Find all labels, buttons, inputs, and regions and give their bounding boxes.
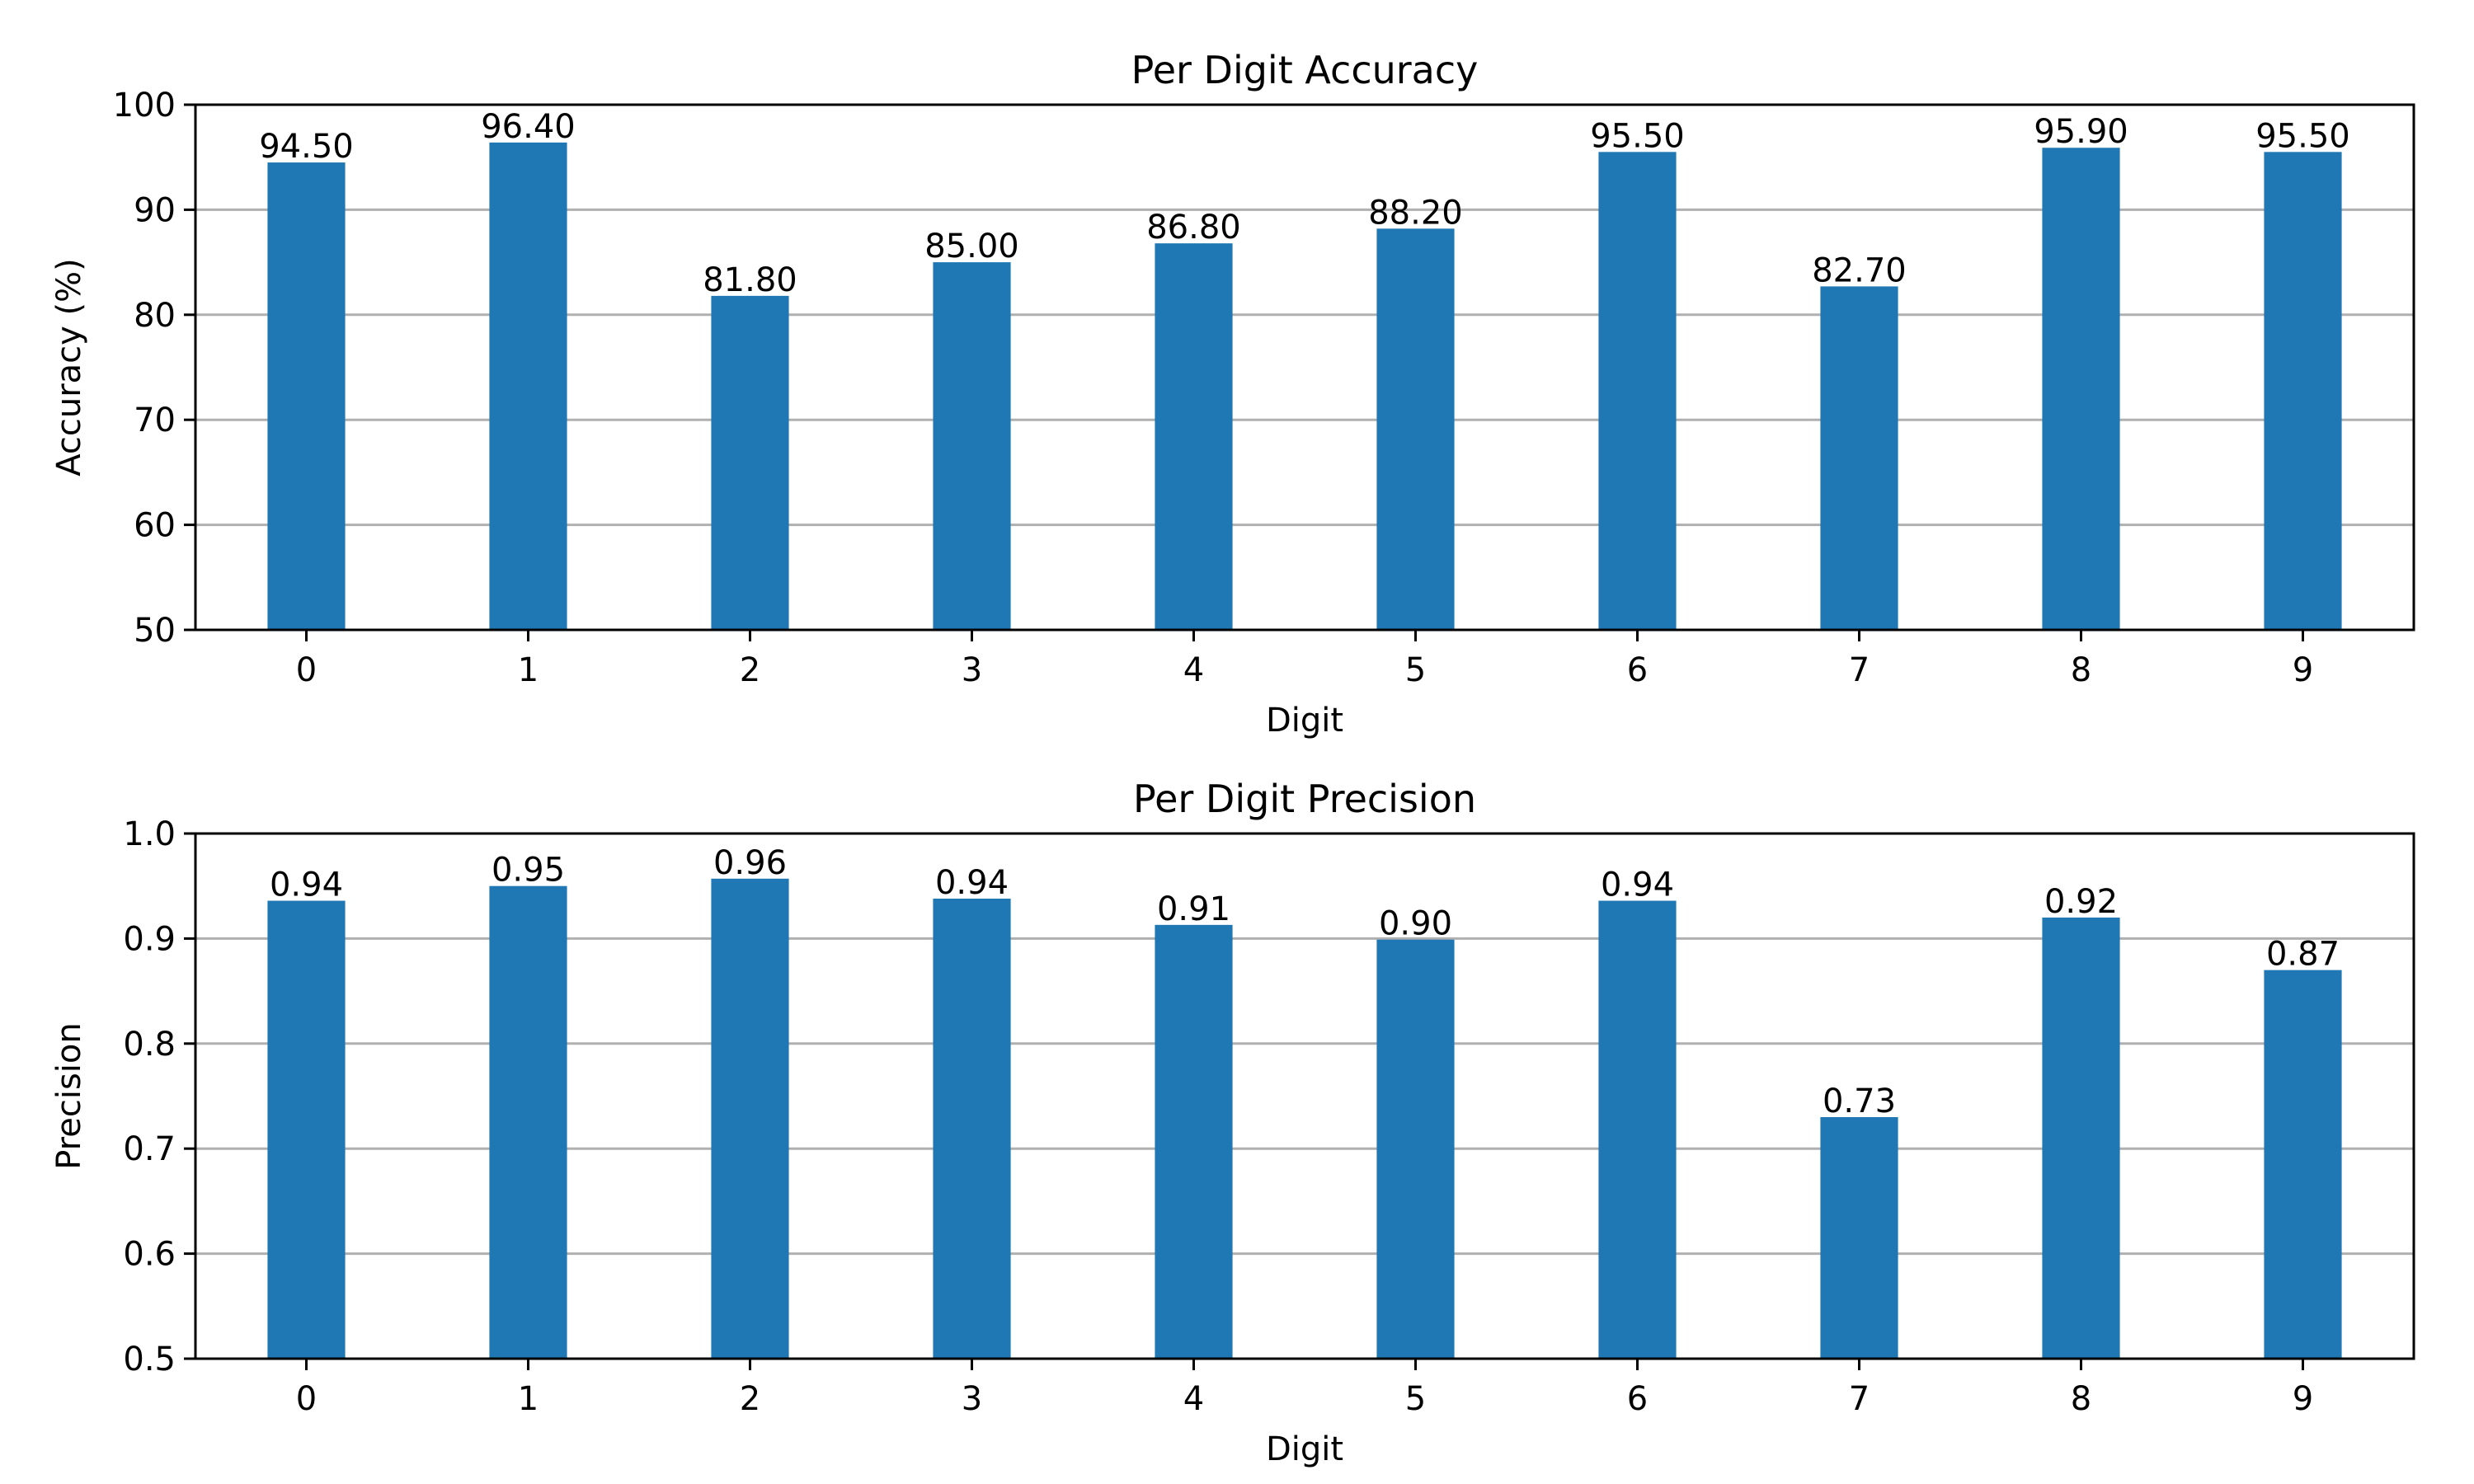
data-label: 85.00 xyxy=(924,228,1019,265)
bar-digit-5 xyxy=(1376,939,1455,1359)
data-label: 96.40 xyxy=(481,108,576,146)
y-tick-label: 50 xyxy=(134,612,176,650)
data-label: 0.90 xyxy=(1379,905,1452,943)
x-tick-label: 1 xyxy=(518,651,539,689)
bar-digit-1 xyxy=(489,142,567,630)
bar-digit-4 xyxy=(1155,243,1233,630)
x-tick-label: 8 xyxy=(2071,651,2091,689)
chart-title: Per Digit Precision xyxy=(1133,777,1476,821)
data-label: 0.96 xyxy=(713,844,787,882)
plot-frame xyxy=(194,103,2415,632)
y-tick-label: 90 xyxy=(134,191,176,229)
x-tick-label: 7 xyxy=(1849,651,1870,689)
bar-digit-8 xyxy=(2042,917,2120,1359)
bar-digit-5 xyxy=(1376,228,1455,630)
bar-digit-2 xyxy=(711,878,789,1359)
bar-digit-9 xyxy=(2264,152,2342,630)
x-axis-label: Digit xyxy=(1266,1430,1343,1468)
data-label: 86.80 xyxy=(1146,209,1241,247)
y-tick-label: 60 xyxy=(134,507,176,545)
x-tick-label: 5 xyxy=(1405,651,1426,689)
precision-chart-panel: Per Digit Precision Digit Precision 0.94… xyxy=(50,777,2415,1468)
data-label: 0.87 xyxy=(2266,936,2340,974)
y-tick-label: 70 xyxy=(134,402,176,439)
bar-digit-9 xyxy=(2264,970,2342,1359)
data-label: 94.50 xyxy=(259,128,354,166)
data-label: 0.94 xyxy=(1601,866,1674,904)
bar-digit-8 xyxy=(2042,148,2120,630)
bar-digit-0 xyxy=(267,162,346,630)
y-axis-label: Precision xyxy=(50,1022,88,1169)
y-tick-label: 1.0 xyxy=(123,815,176,853)
x-tick-label: 9 xyxy=(2293,1380,2313,1418)
plot-frame xyxy=(194,832,2415,1360)
data-label: 0.92 xyxy=(2044,883,2118,921)
x-tick-label: 7 xyxy=(1849,1380,1870,1418)
bar-digit-6 xyxy=(1598,152,1677,630)
data-label: 0.73 xyxy=(1823,1082,1896,1120)
bar-digit-7 xyxy=(1820,1116,1898,1359)
bar-digit-7 xyxy=(1820,286,1898,630)
x-tick-label: 1 xyxy=(518,1380,539,1418)
data-label: 95.50 xyxy=(1590,117,1685,155)
bar-digit-1 xyxy=(489,885,567,1359)
bars xyxy=(267,878,2342,1359)
bar-digit-3 xyxy=(933,898,1011,1359)
x-tick-label: 2 xyxy=(740,1380,760,1418)
axis-ticks: 0.5 0.6 0.7 0.8 0.9 1.0 0 1 2 3 4 5 6 7 8 9 xyxy=(123,815,2313,1418)
y-tick-label: 100 xyxy=(113,87,176,124)
data-labels: 94.50 96.40 81.80 85.00 86.80 88.20 95.50 82.70… xyxy=(259,108,2350,299)
axis-ticks: 50 60 70 80 90 100 0 1 2 3 4 5 6 7 8 9 xyxy=(113,87,2314,689)
y-tick-label: 0.6 xyxy=(123,1236,176,1274)
bar-digit-2 xyxy=(711,295,789,630)
data-label: 0.94 xyxy=(935,864,1009,902)
chart-title: Per Digit Accuracy xyxy=(1131,48,1479,92)
data-label: 0.91 xyxy=(1157,890,1230,928)
x-tick-label: 6 xyxy=(1627,1380,1648,1418)
bar-digit-3 xyxy=(933,262,1011,630)
y-tick-label: 0.8 xyxy=(123,1026,176,1064)
x-tick-label: 5 xyxy=(1405,1380,1426,1418)
data-label: 95.50 xyxy=(2255,117,2350,155)
data-label: 95.90 xyxy=(2034,113,2128,151)
x-tick-label: 6 xyxy=(1627,651,1648,689)
x-tick-label: 4 xyxy=(1183,651,1204,689)
data-label: 81.80 xyxy=(703,261,797,299)
y-axis-label: Accuracy (%) xyxy=(50,258,88,477)
x-tick-label: 9 xyxy=(2293,651,2313,689)
data-label: 82.70 xyxy=(1812,251,1907,289)
y-tick-label: 0.5 xyxy=(123,1341,176,1378)
x-tick-label: 0 xyxy=(296,651,317,689)
bar-digit-6 xyxy=(1598,900,1677,1359)
x-axis-label: Digit xyxy=(1266,702,1343,740)
x-tick-label: 3 xyxy=(962,1380,982,1418)
bars xyxy=(267,142,2342,630)
data-labels: 0.94 0.95 0.96 0.94 0.91 0.90 0.94 0.73 0.92 0.87 xyxy=(270,844,2340,1120)
x-tick-label: 2 xyxy=(740,651,760,689)
bar-digit-0 xyxy=(267,900,346,1359)
x-tick-label: 0 xyxy=(296,1380,317,1418)
x-tick-label: 8 xyxy=(2071,1380,2091,1418)
bar-digit-4 xyxy=(1155,924,1233,1359)
y-tick-label: 80 xyxy=(134,297,176,335)
data-label: 0.94 xyxy=(270,866,343,904)
x-tick-label: 3 xyxy=(962,651,982,689)
x-tick-label: 4 xyxy=(1183,1380,1204,1418)
y-tick-label: 0.9 xyxy=(123,920,176,958)
data-label: 88.20 xyxy=(1368,194,1463,232)
accuracy-chart-panel: Per Digit Accuracy Digit Accuracy (%) 94… xyxy=(50,48,2415,740)
data-label: 0.95 xyxy=(492,852,565,890)
y-tick-label: 0.7 xyxy=(123,1130,176,1168)
